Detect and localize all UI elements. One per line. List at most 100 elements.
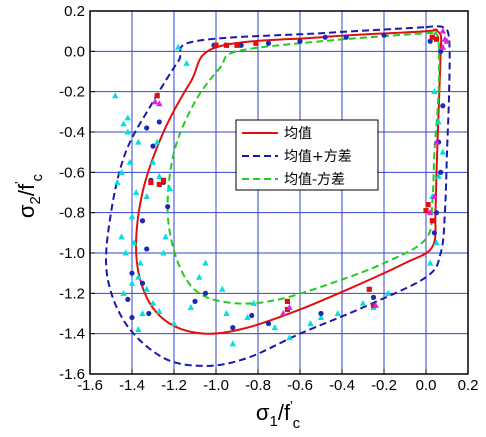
y-tick-label: -1.2 <box>59 285 85 302</box>
data-point-circle <box>139 280 146 286</box>
data-point-triangle <box>183 59 190 66</box>
x-tick-label: -1.2 <box>161 377 187 394</box>
svg-text:σ1/f'c: σ1/f'c <box>256 398 301 432</box>
data-point-square <box>425 202 431 208</box>
x-tick-label: -0.6 <box>287 377 313 394</box>
data-point-square <box>234 42 240 48</box>
data-point-triangle <box>135 273 142 280</box>
data-point-circle <box>427 38 433 44</box>
data-point-circle <box>129 314 135 321</box>
data-point-triangle <box>250 299 257 306</box>
data-point-square <box>429 34 435 40</box>
data-point-triangle <box>118 168 125 175</box>
data-point-triangle <box>118 233 125 240</box>
legend: 均值 均值+方差 均值-方差 <box>235 119 379 191</box>
data-point-triangle <box>137 259 144 266</box>
data-point-triangle <box>120 289 127 296</box>
data-point-triangle <box>126 158 134 165</box>
data-point-triangle <box>439 148 446 155</box>
x-axis-label: σ1/f'c <box>256 398 301 432</box>
data-point-circle <box>129 270 135 276</box>
legend-label-mean-minus-variance: 均值-方差 <box>284 172 345 188</box>
data-point-circle <box>265 40 272 46</box>
plot-frame <box>89 10 469 375</box>
data-point-square <box>148 179 154 186</box>
x-axis-label-sub2: c <box>293 415 301 432</box>
data-point-circle <box>438 169 444 175</box>
data-point-square <box>160 177 167 183</box>
data-point-triangle <box>317 314 325 321</box>
data-point-triangle <box>433 239 440 246</box>
y-ticks: 0.2 0.0 -0.2 -0.4 -0.6 -0.8 -1.0 -1.2 -1.4 -1.6 <box>59 3 95 383</box>
data-point-square <box>429 218 435 224</box>
data-point-triangle <box>151 98 159 105</box>
data-point-triangle <box>170 320 178 327</box>
data-point-triangle <box>124 114 131 121</box>
data-point-circle <box>146 310 152 317</box>
data-point-triangle <box>154 138 161 145</box>
x-tick-label: -1.6 <box>77 377 103 394</box>
data-point-triangle <box>156 307 163 314</box>
data-point-triangle <box>433 138 440 145</box>
data-point-square <box>284 298 290 304</box>
data-point-triangle <box>431 88 438 95</box>
x-axis-label-prime: ' <box>290 398 292 413</box>
x-tick-label: -0.2 <box>371 377 397 394</box>
data-point-triangle <box>244 314 251 321</box>
data-point-triangle <box>286 303 293 310</box>
y-axis-label-sub2: c <box>29 173 46 181</box>
data-point-square <box>433 36 440 42</box>
data-point-circle <box>431 230 437 236</box>
x-tick-label: -1.4 <box>119 377 145 394</box>
x-ticks: -1.6 -1.4 -1.2 -1.0 -0.8 -0.6 -0.4 -0.2 0.0 0.2 <box>77 369 478 394</box>
data-point-triangle <box>427 209 434 216</box>
y-tick-label: -0.6 <box>59 164 85 181</box>
y-axis-label: σ2/f'c <box>12 173 46 218</box>
data-point-triangle <box>128 279 136 286</box>
data-point-triangle <box>149 299 157 306</box>
y-axis-label-symbol: σ <box>14 204 39 218</box>
series-curve-1 <box>105 25 451 367</box>
data-point-circle <box>438 48 444 54</box>
y-axis-label-sub: 2 <box>27 196 44 204</box>
y-tick-label: -1.6 <box>59 366 85 383</box>
y-tick-label: -1.4 <box>59 326 85 343</box>
data-point-triangle <box>120 120 127 127</box>
data-point-square <box>213 42 219 48</box>
x-axis-label-slash: /f <box>278 400 291 425</box>
x-tick-label: 0.0 <box>416 377 437 394</box>
data-point-square <box>223 42 230 48</box>
data-point-triangle <box>219 285 226 292</box>
data-point-triangle <box>143 285 150 292</box>
data-point-triangle <box>439 27 446 34</box>
data-point-square <box>366 286 372 292</box>
data-point-triangle <box>427 259 434 266</box>
data-point-square <box>154 93 160 99</box>
data-point-square <box>156 181 162 188</box>
data-point-circle <box>144 125 150 131</box>
y-tick-label: 0.0 <box>64 43 85 60</box>
data-point-triangle <box>114 178 121 185</box>
data-point-triangle <box>135 138 142 145</box>
data-point-circle <box>202 290 209 296</box>
data-point-circle <box>370 294 377 300</box>
data-point-triangle <box>435 172 442 179</box>
data-point-triangle <box>385 289 392 296</box>
data-point-triangle <box>372 301 379 308</box>
data-point-square <box>253 40 259 46</box>
data-point-triangle <box>128 213 136 220</box>
data-point-circle <box>144 246 150 252</box>
data-point-triangle <box>156 100 163 107</box>
data-point-square <box>423 208 429 214</box>
data-point-circle <box>125 296 131 302</box>
data-point-triangle <box>196 273 203 280</box>
y-tick-label: -1.0 <box>59 245 85 262</box>
data-point-triangle <box>229 340 236 347</box>
data-point-triangle <box>286 334 293 341</box>
x-tick-label: -0.4 <box>329 377 355 394</box>
data-point-triangle <box>431 193 438 200</box>
scatter-points <box>112 27 451 347</box>
data-point-circle <box>322 34 328 40</box>
series-curve-2 <box>166 31 441 305</box>
